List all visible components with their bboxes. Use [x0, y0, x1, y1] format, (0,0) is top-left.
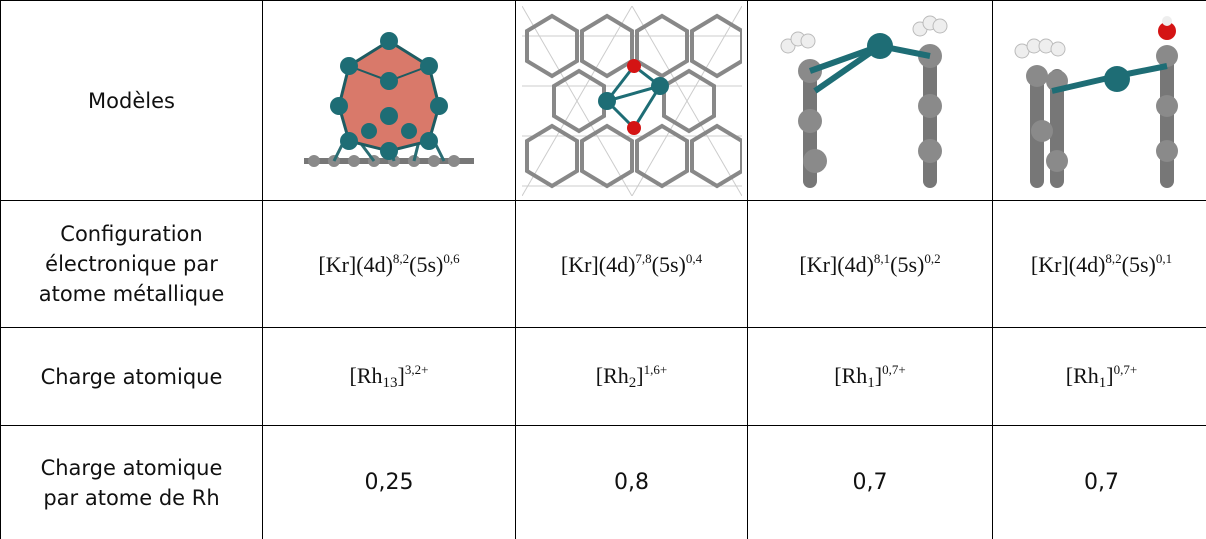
cell-text: ]	[636, 362, 644, 388]
subscript: 2	[628, 374, 637, 391]
model-image	[515, 0, 748, 201]
rh1-model	[780, 15, 948, 188]
row: Charge atomique [Rh13]3,2+ [Rh2]1,6+ [Rh1]0…	[0, 327, 1206, 426]
row-label: Charge atomique	[0, 327, 263, 426]
cell-text: ]	[874, 362, 883, 388]
cell-text: 0,7	[1084, 470, 1119, 495]
supscript: 8,2	[1105, 250, 1122, 266]
subscript: 13	[382, 374, 398, 391]
cell: [Kr](4d)7,8(5s)0,4	[515, 200, 748, 328]
cell-text: [Rh	[595, 362, 629, 388]
cell-text: [Rh	[1065, 362, 1099, 388]
cell-text: (5s)	[1121, 251, 1156, 277]
label-line: par atome de Rh	[43, 485, 220, 510]
supscript: 0,6	[443, 250, 460, 266]
label-line: Charge atomique	[40, 364, 223, 389]
supscript: 8,1	[873, 250, 891, 266]
supscript: 8,2	[392, 250, 410, 266]
label-line: Charge atomique	[40, 455, 223, 480]
supscript: 0,7+	[1113, 361, 1138, 377]
cell: [Rh1]0,7+	[747, 327, 993, 426]
cell-text: (5s)	[890, 251, 925, 277]
cell-text: 0,7	[852, 470, 888, 495]
supscript: 1,6+	[643, 361, 668, 377]
cell-text: 0,25	[364, 470, 414, 495]
row-label: Charge atomique par atome de Rh	[0, 425, 263, 539]
label-line: Configuration	[60, 222, 203, 246]
rh1-oxygen-model	[1014, 15, 1178, 188]
rh2-graphene	[521, 5, 742, 196]
cell-text: ]	[1106, 362, 1114, 388]
supscript: 0,1	[1155, 250, 1173, 266]
subscript: 1	[1098, 374, 1107, 391]
cell-text: [Kr](4d)	[799, 251, 874, 277]
cell-text: 0,8	[614, 470, 649, 495]
label-line: Modèles	[88, 88, 175, 113]
supscript: 0,2	[924, 250, 941, 266]
supscript: 7,8	[635, 250, 652, 266]
model-image	[262, 0, 516, 201]
supscript: 3,2+	[404, 361, 429, 377]
cell: 0,7	[747, 425, 993, 539]
cell: [Kr](4d)8,2(5s)0,6	[262, 200, 516, 328]
row-label: Configuration électronique par atome métal…	[0, 200, 263, 328]
cell: [Rh13]3,2+	[262, 327, 516, 426]
cell-text: [Rh	[349, 362, 383, 388]
row-label: Modèles	[0, 0, 263, 201]
cell: [Kr](4d)8,2(5s)0,1	[992, 200, 1206, 328]
cell-text: (5s)	[409, 251, 444, 277]
cell: [Kr](4d)8,1(5s)0,2	[747, 200, 993, 328]
rh13-cluster	[304, 31, 474, 167]
cell-text: [Kr](4d)	[1030, 251, 1106, 277]
cell: [Rh1]0,7+	[992, 327, 1206, 426]
model-image	[992, 0, 1206, 201]
supscript: 0,7+	[882, 361, 906, 377]
cell-text: ]	[397, 362, 405, 388]
label-line: atome métallique	[38, 282, 225, 306]
model-image	[747, 0, 993, 201]
cell: [Rh2]1,6+	[515, 327, 748, 426]
row: Configuration électronique par atome métal…	[0, 200, 1206, 328]
cell-text: [Kr](4d)	[318, 251, 393, 277]
supscript: 0,4	[685, 250, 703, 266]
label-line: électronique par	[45, 252, 218, 276]
row: Modèles	[0, 0, 1206, 201]
cell: 0,25	[262, 425, 516, 539]
cell: 0,7	[992, 425, 1206, 539]
cell-text: (5s)	[651, 251, 686, 277]
subscript: 1	[867, 374, 875, 391]
cell: 0,8	[515, 425, 748, 539]
cell-text: [Kr](4d)	[560, 251, 636, 277]
cell-text: [Rh	[834, 362, 868, 388]
row: Charge atomique par atome de Rh 0,25 0,8 0,7…	[0, 425, 1206, 539]
